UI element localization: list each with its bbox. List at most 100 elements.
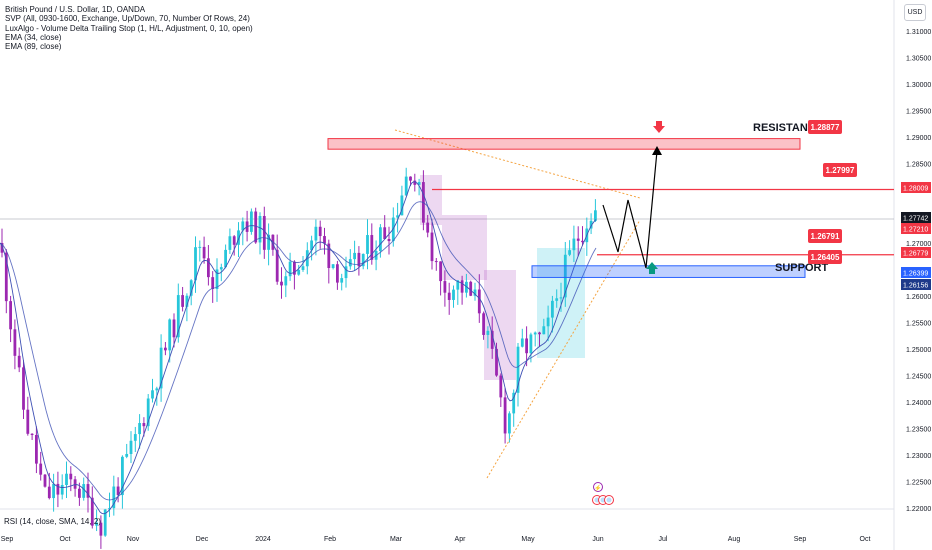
candle	[297, 269, 301, 275]
candle	[323, 236, 326, 244]
candle	[129, 440, 133, 454]
price-callout-label: 1.27997	[826, 166, 855, 175]
candle	[357, 252, 361, 267]
candle	[340, 278, 344, 283]
candle	[314, 226, 318, 241]
candle	[69, 473, 73, 480]
candle	[546, 317, 550, 327]
axis-price-tag	[901, 267, 931, 278]
candle	[318, 226, 322, 237]
candle	[0, 243, 4, 253]
candle	[387, 239, 391, 242]
resistance-zone	[327, 138, 801, 150]
candle	[396, 215, 399, 218]
candle	[589, 220, 593, 229]
candle	[400, 195, 404, 216]
candle	[379, 227, 382, 252]
candle	[301, 266, 305, 270]
candle	[443, 281, 447, 293]
axis-price-tag	[901, 223, 931, 234]
candle	[198, 246, 202, 248]
candle	[594, 210, 597, 221]
candle	[159, 347, 163, 389]
candle	[366, 235, 369, 254]
price-tick-label: 1.29500	[906, 109, 931, 116]
candle	[47, 486, 51, 499]
indicator-ema-34[interactable]: EMA (34, close)	[5, 32, 62, 42]
candle	[181, 295, 184, 307]
candle	[60, 484, 64, 495]
indicator-luxalgo[interactable]: LuxAlgo - Volume Delta Trailing Stop (1,…	[5, 23, 253, 33]
candle	[86, 484, 90, 498]
candle	[176, 295, 180, 338]
candle	[142, 423, 146, 427]
time-tick-label: Jul	[659, 536, 668, 543]
candle	[516, 346, 520, 393]
candle	[417, 182, 421, 185]
candle	[551, 300, 554, 318]
price-callout-label: 1.26791	[811, 232, 840, 241]
axis-price-tag	[901, 247, 931, 258]
price-tick-label: 1.28500	[906, 162, 931, 169]
indicator-svp[interactable]: SVP (All, 0930-1600, Exchange, Up/Down, …	[5, 14, 250, 24]
candle	[581, 240, 584, 243]
ema-34-line	[0, 181, 597, 515]
candle	[267, 234, 270, 250]
indicator-ema-89[interactable]: EMA (89, close)	[5, 42, 62, 52]
candle	[413, 180, 417, 185]
candle	[13, 329, 17, 356]
candle	[185, 295, 189, 307]
candle	[99, 522, 103, 536]
candle	[353, 252, 356, 260]
candle	[164, 347, 167, 351]
axis-price-tag	[901, 182, 931, 193]
candle	[215, 269, 219, 289]
rsi-label[interactable]: RSI (14, close, SMA, 14, 2)	[4, 517, 101, 526]
candle	[512, 392, 516, 414]
candle	[344, 266, 348, 279]
symbol-title[interactable]: British Pound / U.S. Dollar, 1D, OANDA	[5, 5, 146, 14]
candle	[439, 261, 442, 282]
time-tick-label: Oct	[60, 536, 71, 543]
candle	[486, 330, 490, 335]
candle	[404, 176, 408, 196]
currency-button[interactable]: USD	[904, 4, 926, 21]
candle	[434, 261, 438, 263]
candle	[82, 484, 86, 498]
candle	[529, 334, 533, 354]
support-label: SUPPORT	[775, 262, 828, 274]
candle	[219, 267, 223, 270]
flag-icon	[606, 497, 612, 503]
candle	[348, 259, 352, 267]
earnings-icon	[593, 482, 603, 492]
price-tick-label: 1.25000	[906, 347, 931, 354]
candle	[232, 236, 236, 245]
candle	[456, 280, 460, 290]
candle	[125, 453, 129, 457]
candle	[138, 423, 141, 435]
candle	[305, 250, 309, 267]
price-callout-label: 1.26405	[811, 253, 840, 262]
projection-path	[602, 150, 658, 269]
support-zone	[531, 265, 806, 278]
price-tick-label: 1.29000	[906, 135, 931, 142]
zone-box	[420, 175, 442, 225]
ema-89-line	[0, 201, 597, 501]
candle	[78, 488, 81, 498]
price-tick-label: 1.26000	[906, 294, 931, 301]
candle	[370, 235, 374, 260]
price-tick-label: 1.22500	[906, 480, 931, 487]
price-callout	[823, 163, 857, 177]
candle	[430, 232, 434, 262]
candle	[65, 473, 68, 485]
candle	[331, 264, 335, 269]
candle	[189, 280, 193, 296]
time-tick-label: Aug	[728, 536, 741, 543]
candle	[310, 240, 313, 251]
price-tick-label: 1.23500	[906, 427, 931, 434]
axis-price-tag-label: 1.26779	[903, 251, 928, 258]
candle	[490, 330, 494, 349]
candle	[495, 348, 498, 376]
candle	[293, 261, 296, 275]
